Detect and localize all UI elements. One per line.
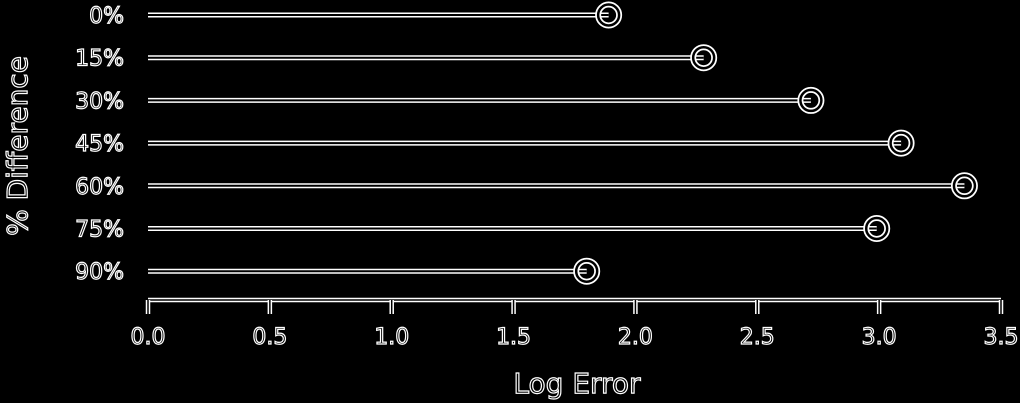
marker-inner-1 bbox=[691, 45, 716, 70]
category-label-3: 45% bbox=[75, 132, 124, 157]
markers-layer bbox=[573, 1, 978, 285]
x-axis-title: Log Error bbox=[513, 367, 641, 400]
y-axis-title: % Difference bbox=[1, 56, 34, 236]
x-tick-label-7: 3.5 bbox=[984, 325, 1019, 350]
marker-inner-0 bbox=[596, 3, 621, 27]
x-tick-label-0: 0.0 bbox=[131, 325, 166, 350]
category-labels: 0% 15% 30% 45% 60% 75% 90% bbox=[74, 3, 124, 285]
stems-layer bbox=[148, 12, 965, 274]
marker-inner-5 bbox=[864, 216, 889, 241]
x-tick-label-3: 1.5 bbox=[496, 325, 531, 350]
category-label-1: 15% bbox=[75, 47, 124, 72]
x-tick-label-5: 2.5 bbox=[740, 325, 775, 350]
x-tick-label-6: 3.0 bbox=[862, 325, 897, 350]
category-label-4: 60% bbox=[75, 175, 124, 200]
x-tick-label-1: 0.5 bbox=[252, 325, 287, 350]
category-label-5: 75% bbox=[75, 218, 124, 243]
category-label-2: 30% bbox=[75, 89, 124, 114]
marker-inner-3 bbox=[889, 131, 913, 155]
category-label-6: 90% bbox=[75, 260, 124, 285]
marker-inner-6 bbox=[574, 259, 599, 283]
x-tick-label-2: 1.0 bbox=[374, 325, 409, 350]
x-axis: 0.0 0.5 1.0 1.5 2.0 2.5 3.0 3.5 bbox=[130, 297, 1019, 351]
category-label-0: 0% bbox=[89, 4, 124, 29]
marker-inner-4 bbox=[952, 174, 977, 198]
x-tick-label-4: 2.0 bbox=[618, 325, 653, 350]
marker-inner-2 bbox=[799, 88, 823, 113]
